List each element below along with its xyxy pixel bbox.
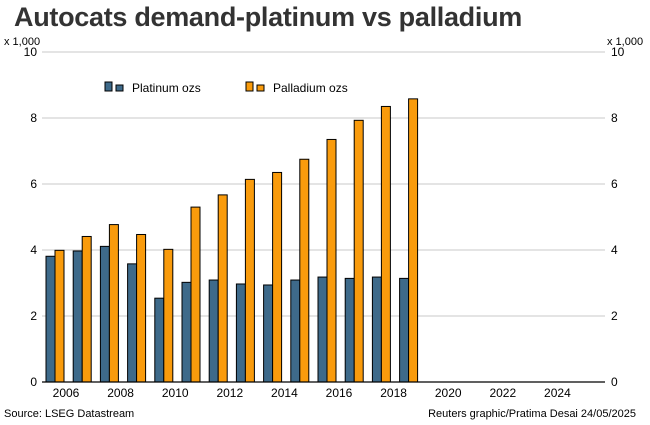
- bar-platinum: [181, 281, 192, 383]
- y-tick-label-right: 10: [611, 45, 625, 59]
- source-note: Source: LSEG Datastream: [4, 408, 135, 420]
- bar-platinum: [344, 277, 355, 383]
- x-tick-label: 2020: [435, 386, 462, 400]
- bar-platinum: [263, 284, 274, 383]
- x-tick-label: 2012: [216, 386, 243, 400]
- bar-palladium: [272, 171, 283, 383]
- y-tick-label-right: 0: [611, 375, 618, 389]
- bar-platinum: [208, 279, 219, 383]
- x-tick-label: 2014: [271, 386, 298, 400]
- y-tick-label-right: 8: [611, 111, 618, 125]
- x-tick-label: 2006: [53, 386, 80, 400]
- right-axis-unit: x 1,000: [607, 36, 644, 48]
- bar-palladium: [54, 249, 65, 383]
- y-tick-label-left: 0: [30, 375, 37, 389]
- bar-platinum: [290, 279, 301, 383]
- bar-platinum: [399, 277, 410, 383]
- bar-palladium: [326, 138, 337, 383]
- bar-palladium: [108, 224, 119, 383]
- bar-palladium: [380, 105, 391, 383]
- y-tick-label-left: 10: [24, 45, 38, 59]
- bar-platinum: [235, 283, 246, 383]
- y-tick-label-left: 4: [30, 243, 37, 257]
- y-tick-label-right: 4: [611, 243, 618, 257]
- y-tick-label-right: 6: [611, 177, 618, 191]
- bar-palladium: [299, 158, 310, 383]
- legend-swatch: [256, 84, 265, 92]
- bar-platinum: [154, 297, 165, 383]
- bar-palladium: [408, 98, 419, 383]
- bar-platinum: [45, 255, 56, 383]
- x-tick-label: 2008: [107, 386, 134, 400]
- x-tick-label: 2016: [326, 386, 353, 400]
- bar-platinum: [317, 276, 328, 383]
- y-tick-label-right: 2: [611, 309, 618, 323]
- x-tick-label: 2010: [162, 386, 189, 400]
- chart-title: Autocats demand-platinum vs palladium: [14, 2, 522, 32]
- bar-palladium: [353, 119, 364, 383]
- bar-platinum: [371, 276, 382, 383]
- bar-platinum: [72, 250, 83, 383]
- bar-platinum: [99, 245, 110, 383]
- x-tick-label: 2022: [489, 386, 516, 400]
- bar-palladium: [136, 233, 147, 383]
- bar-platinum: [127, 263, 138, 383]
- legend-swatch: [245, 81, 254, 92]
- bar-palladium: [217, 194, 228, 383]
- legend-swatch: [104, 81, 113, 92]
- bar-palladium: [81, 235, 92, 383]
- y-tick-label-left: 6: [30, 177, 37, 191]
- x-tick-label: 2018: [380, 386, 407, 400]
- bar-palladium: [190, 206, 201, 383]
- y-tick-label-left: 2: [30, 309, 37, 323]
- credit-note: Reuters graphic/Pratima Desai 24/05/2025: [428, 408, 636, 420]
- legend-swatch: [115, 84, 124, 92]
- legend-label: Platinum ozs: [132, 81, 201, 95]
- bar-palladium: [244, 178, 255, 383]
- y-tick-label-left: 8: [30, 111, 37, 125]
- bar-palladium: [163, 248, 174, 383]
- left-axis-unit: x 1,000: [4, 36, 41, 48]
- x-tick-label: 2024: [544, 386, 571, 400]
- legend-label: Palladium ozs: [273, 81, 348, 95]
